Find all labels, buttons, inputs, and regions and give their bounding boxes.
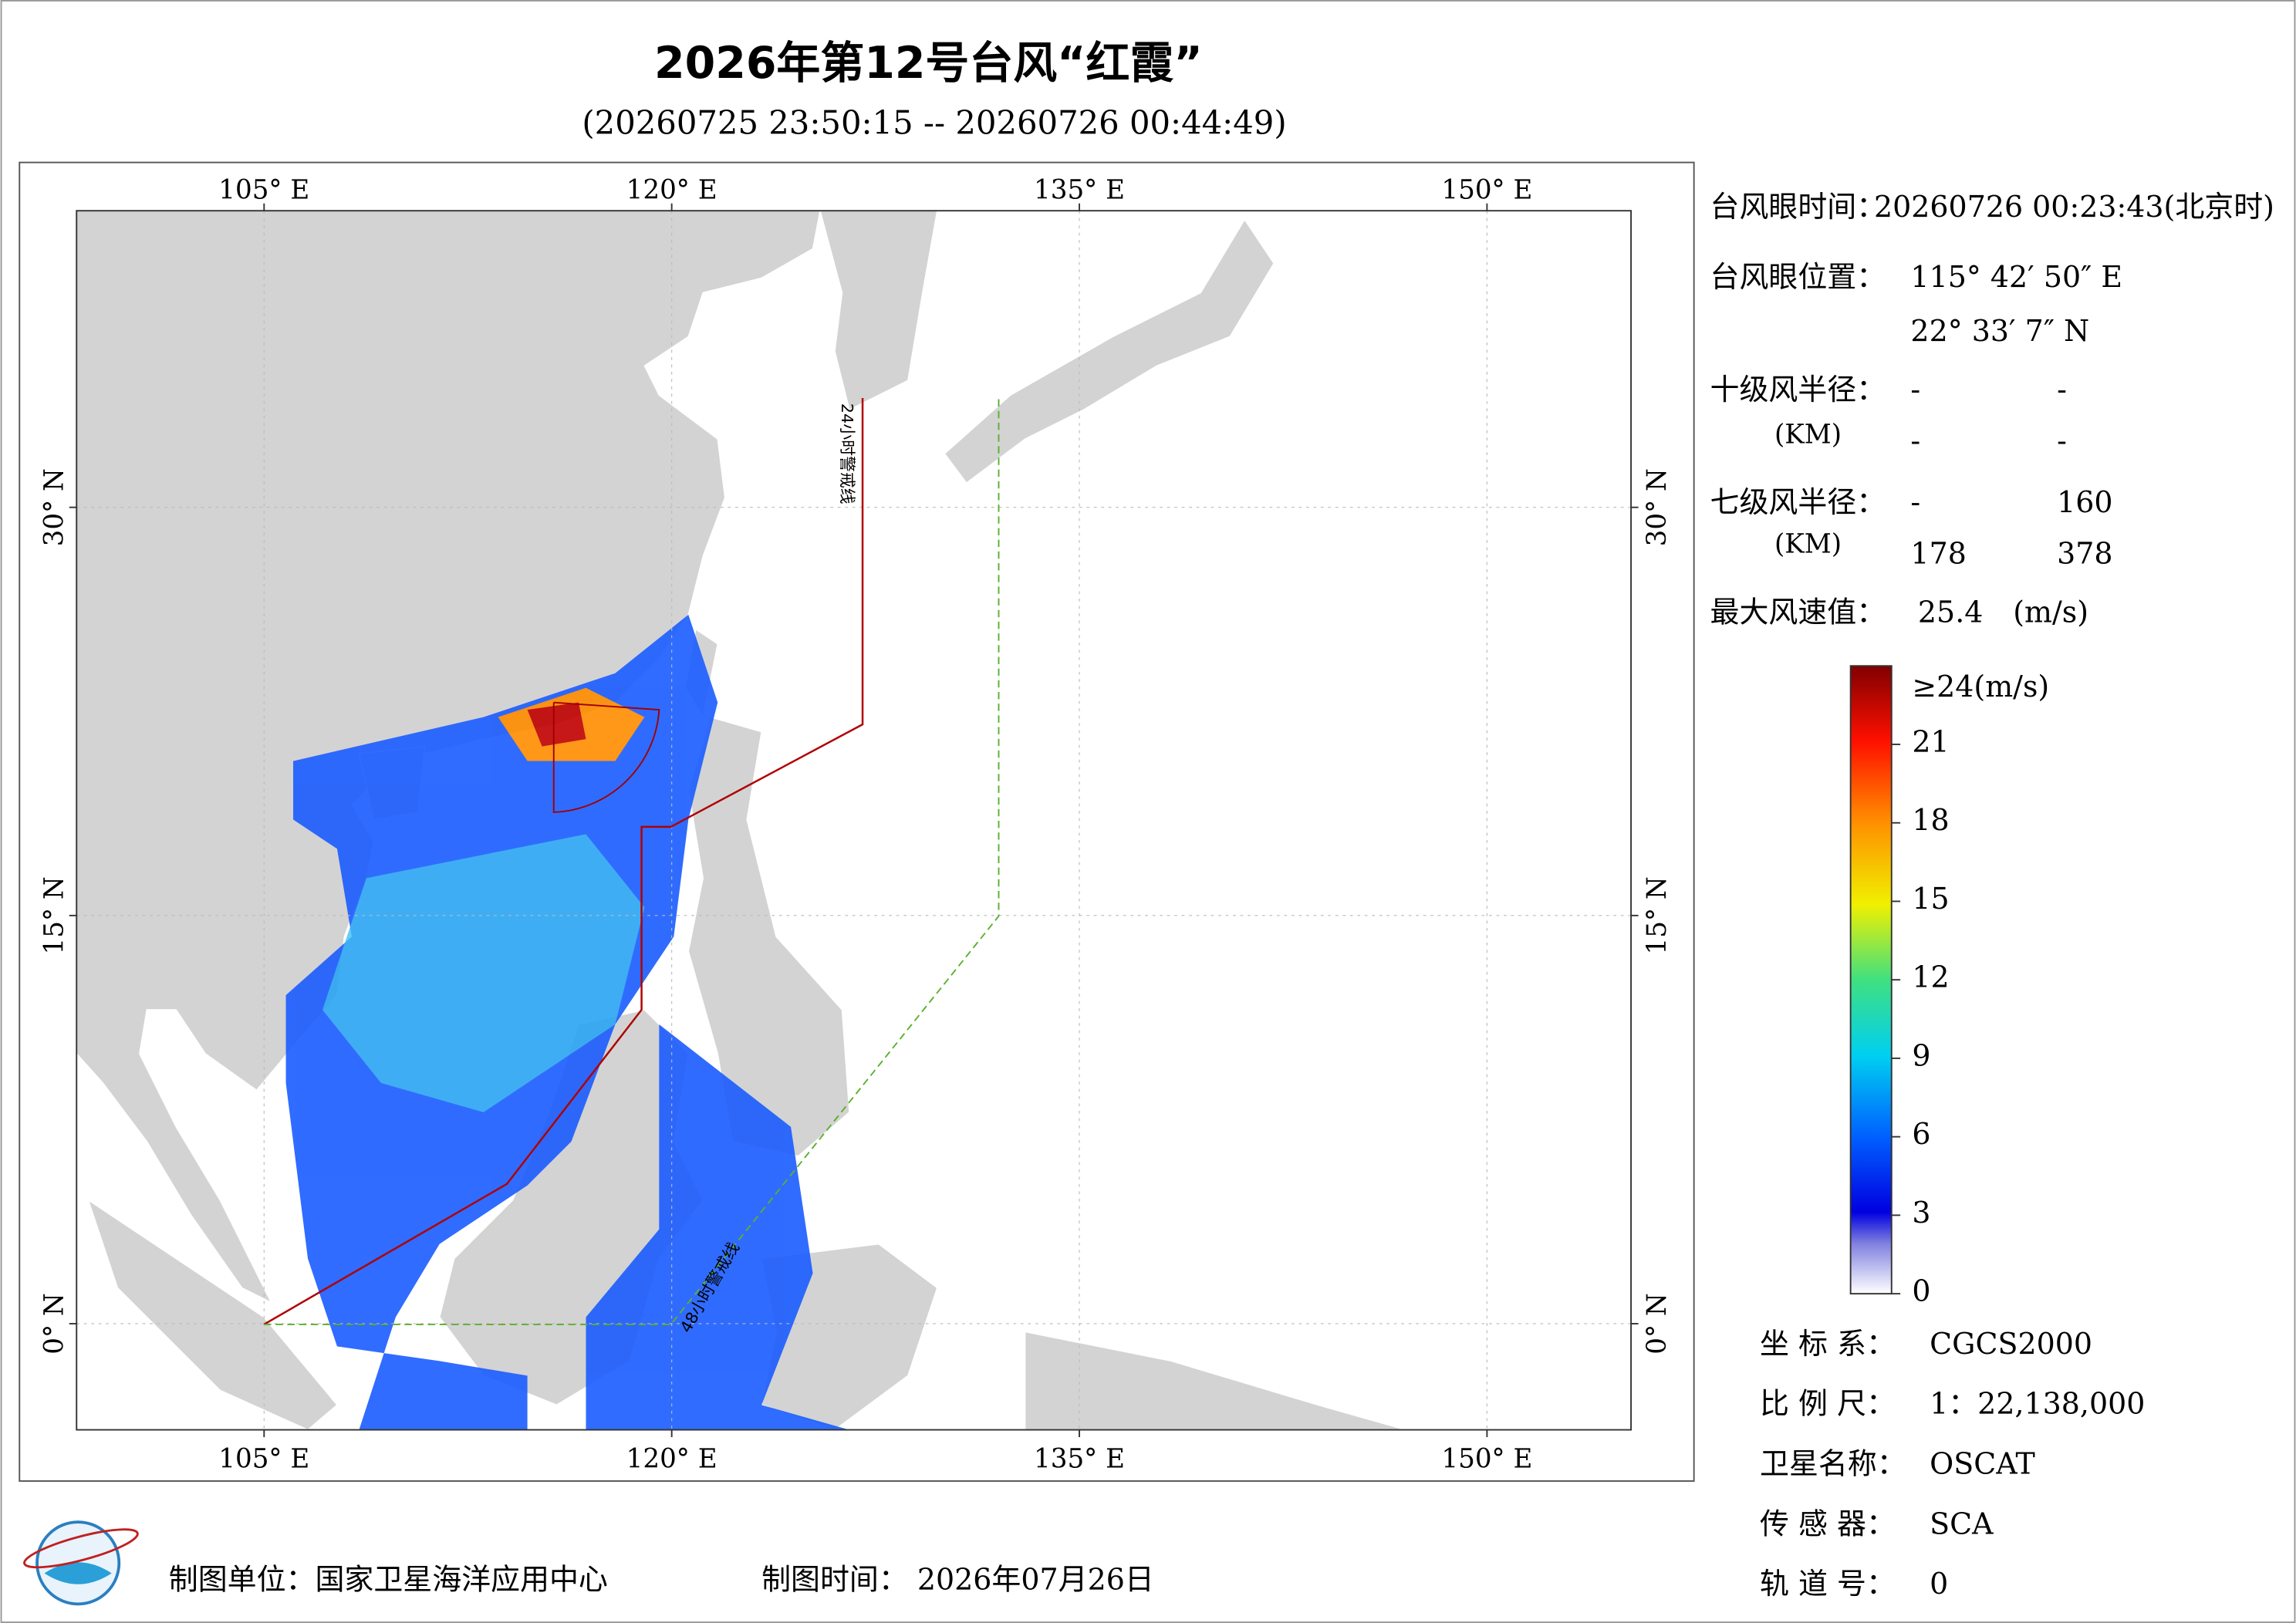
lon-tick-label: 105° E [218,1443,309,1474]
graticule [76,211,1632,1430]
footer-time: 制图时间： 2026年07月26日 [761,1562,1154,1596]
metadata-value: CGCS2000 [1930,1327,2092,1361]
lat-tick-label: 30° N [1642,468,1673,546]
colorbar-top-label: ≥24(m/s) [1912,670,2049,704]
typhoon-info: 台风眼时间： 20260726 00:23:43(北京时) 台风眼位置： 115… [1710,190,2274,629]
lon-tick-label: 120° E [626,1443,718,1474]
lat-tick-label: 0° N [39,1293,70,1354]
info-unit: (KM) [1774,529,1842,560]
map-frame [76,210,1633,1431]
info-label: 台风眼位置： [1710,260,1886,294]
info-label: 最大风速值： [1710,595,1886,629]
colorbar-tick-label: 15 [1912,882,1949,916]
subtitle: (20260725 23:50:15 -- 20260726 00:44:49) [582,104,1286,142]
map-outer-frame [19,161,1695,1482]
lon-tick-label: 150° E [1441,175,1532,206]
colorbar [1849,665,1893,1295]
info-value: 378 [2057,536,2112,570]
colorbar-tick-label: 18 [1912,803,1949,837]
colorbar-ticks: 0 3 6 9 12 15 18 21 [1891,724,1950,1308]
lon-tick-label: 135° E [1034,175,1125,206]
info-unit: (m/s) [2013,595,2088,629]
info-unit: (KM) [1774,419,1842,450]
lon-tick-label: 105° E [218,175,309,206]
colorbar-tick-label: 9 [1912,1038,1930,1072]
logo [23,1520,139,1606]
warning-line-label: 24小时警戒线 [838,403,856,504]
title: 2026年第12号台风“红霞” [654,38,1203,89]
colorbar-tick-label: 3 [1912,1196,1930,1230]
lon-tick-label: 135° E [1034,1443,1125,1474]
footer-unit: 制图单位：国家卫星海洋应用中心 [169,1562,608,1596]
lon-tick-label: 120° E [626,175,718,206]
wind-radius [552,701,660,813]
info-value: - [1910,373,1920,407]
metadata-label: 比 例 尺： [1760,1387,1896,1421]
info-value: - [1910,485,1920,519]
info-value: 25.4 [1918,595,1983,629]
info-value: 178 [1910,536,1966,570]
metadata-label: 轨 道 号： [1760,1567,1896,1601]
warning-line-24h [263,398,864,1326]
info-value: - [1910,423,1920,457]
colorbar-tick-label: 12 [1912,960,1949,994]
info-value: 22° 33′ 7″ N [1910,314,2089,348]
info-label: 台风眼时间： [1710,190,1886,224]
metadata-value: OSCAT [1930,1446,2035,1480]
lon-tick-label: 150° E [1441,1443,1532,1474]
lat-tick-label: 15° N [39,876,70,954]
colorbar-tick-label: 21 [1912,724,1949,758]
lat-tick-label: 0° N [1642,1293,1673,1354]
info-value: 115° 42′ 50″ E [1910,260,2122,294]
metadata: 坐 标 系： CGCS2000 比 例 尺： 1：22,138,000 卫星名称： OSC… [1760,1327,2145,1601]
metadata-value: 0 [1930,1567,1948,1601]
info-label: 七级风半径： [1710,485,1886,519]
metadata-label: 传 感 器： [1760,1507,1896,1540]
lat-tick-label: 15° N [1642,876,1673,954]
info-label: 十级风半径： [1710,373,1886,407]
info-value: - [2057,423,2067,457]
wind-field [285,614,849,1430]
info-value: 160 [2057,485,2112,519]
colorbar-tick-label: 0 [1912,1274,1930,1308]
info-value: 20260726 00:23:43(北京时) [1874,190,2274,224]
metadata-value: SCA [1930,1507,1994,1540]
colorbar-tick-label: 6 [1912,1117,1930,1151]
warning-line-48h [264,398,1000,1325]
metadata-label: 卫星名称： [1760,1446,1906,1480]
lat-tick-label: 30° N [39,468,70,546]
map-area: 24小时警戒线 48小时警戒线 [76,211,1632,1430]
info-value: - [2057,373,2067,407]
metadata-label: 坐 标 系： [1760,1327,1896,1361]
metadata-value: 1：22,138,000 [1930,1387,2145,1421]
